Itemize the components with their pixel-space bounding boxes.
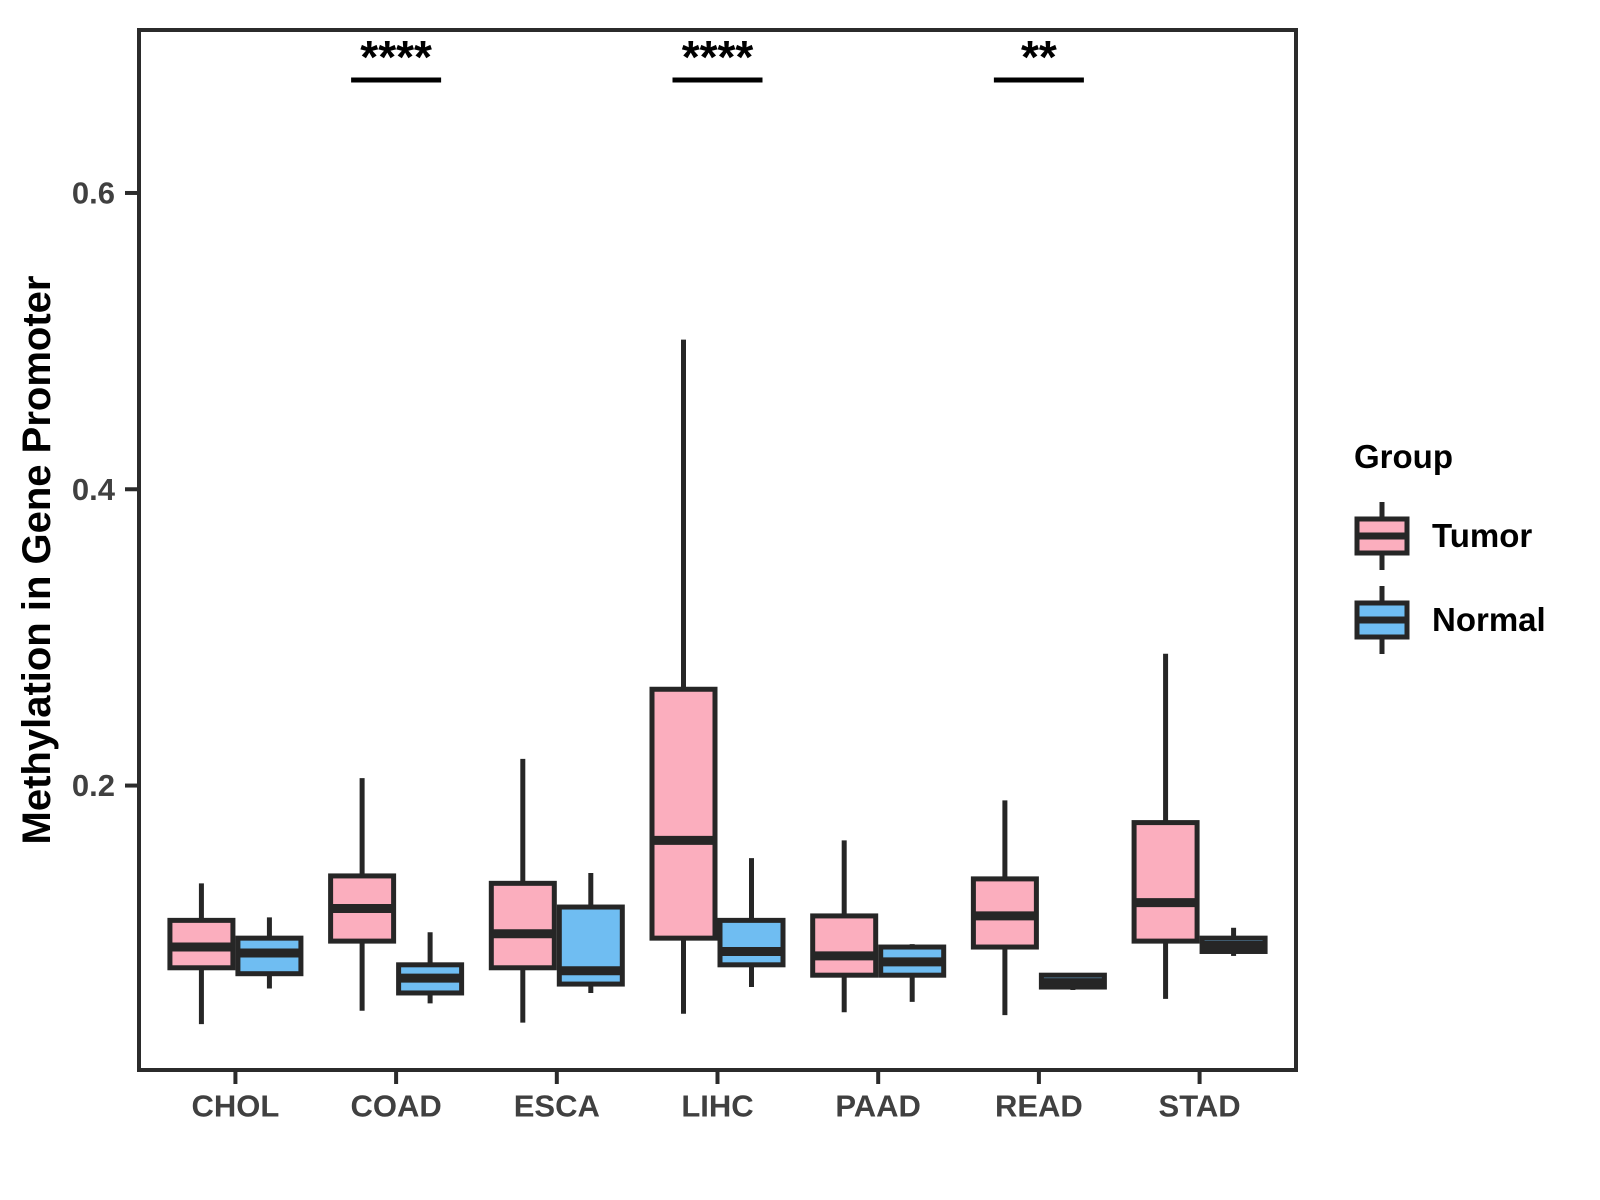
legend-item-tumor: Tumor [1352,500,1546,572]
significance-stars-COAD: **** [360,31,432,83]
y-tick-label-0.2: 0.2 [72,768,115,803]
box-PAAD-Tumor [810,913,879,978]
tumor-boxplot-key-icon [1354,502,1410,570]
box-ESCA-Tumor [488,880,557,971]
normal-boxplot-key-icon [1354,586,1410,654]
legend-item-label-normal: Normal [1432,601,1546,638]
legend: Group Tumor Normal [1352,438,1546,668]
y-tick-label-0.6: 0.6 [72,175,115,210]
x-tick-label-LIHC: LIHC [681,1089,753,1124]
legend-title: Group [1354,438,1453,475]
x-tick-label-STAD: STAD [1159,1089,1241,1124]
box-STAD-Tumor [1131,820,1200,944]
x-tick-label-PAAD: PAAD [835,1089,921,1124]
legend-item-label-tumor: Tumor [1432,517,1533,554]
box-LIHC-Normal [717,917,786,968]
x-tick-label-ESCA: ESCA [514,1089,600,1124]
y-axis-title: Methylation in Gene Promoter [15,275,59,845]
legend-item-normal: Normal [1352,584,1546,656]
significance-stars-READ: ** [1021,31,1057,83]
box-LIHC-Tumor [649,686,718,941]
x-tick-label-COAD: COAD [350,1089,441,1124]
x-tick-label-READ: READ [995,1089,1083,1124]
x-tick-label-CHOL: CHOL [192,1089,280,1124]
y-tick-label-0.4: 0.4 [72,472,116,507]
significance-stars-LIHC: **** [682,31,754,83]
